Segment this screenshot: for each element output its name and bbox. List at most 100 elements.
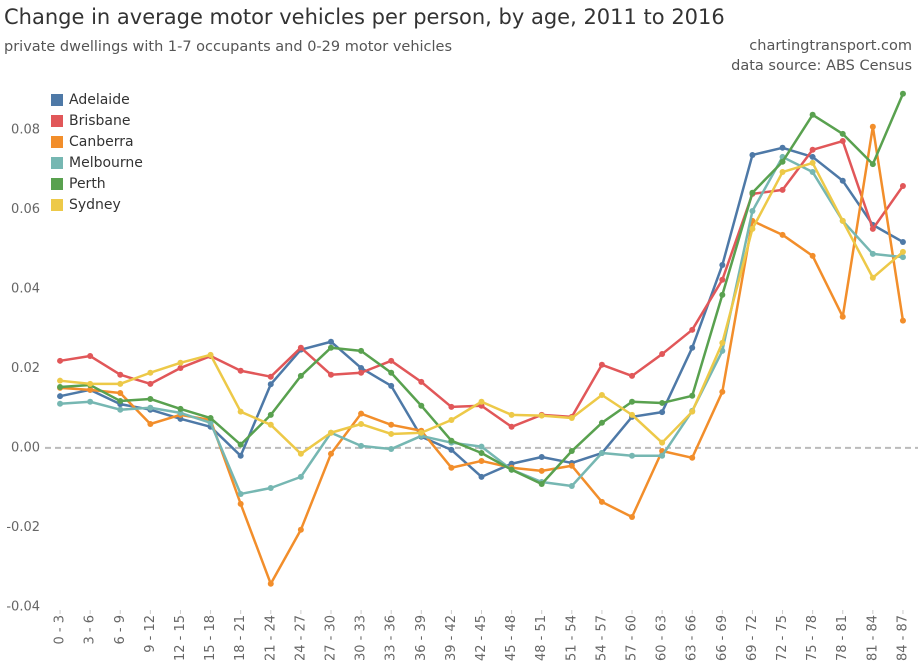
legend-label: Canberra: [69, 134, 134, 150]
data-point: [418, 378, 425, 385]
x-tick-label: 69 - 72: [745, 615, 760, 661]
data-point: [117, 406, 124, 413]
data-point: [719, 339, 726, 346]
data-point: [297, 372, 304, 379]
x-tick-label: 54 - 57: [594, 615, 609, 661]
data-point: [899, 238, 906, 245]
data-point: [57, 393, 64, 400]
data-point: [358, 442, 365, 449]
data-point: [869, 123, 876, 130]
series-line: [59, 155, 904, 496]
data-point: [147, 395, 154, 402]
data-point: [598, 498, 605, 505]
data-point: [568, 483, 575, 490]
data-point: [117, 390, 124, 397]
y-tick-label: 0.06: [11, 202, 40, 217]
data-point: [358, 347, 365, 354]
data-point: [839, 130, 846, 137]
x-tick-label: 72 - 75: [775, 615, 790, 661]
x-tick-label: 39 - 42: [444, 615, 459, 661]
legend-label: Brisbane: [69, 113, 131, 129]
data-point: [839, 313, 846, 320]
chart-subtitle: private dwellings with 1-7 occupants and…: [4, 39, 452, 55]
data-point: [779, 158, 786, 165]
annotation: data source: ABS Census: [731, 58, 912, 74]
data-point: [207, 415, 214, 422]
data-point: [267, 421, 274, 428]
data-point: [478, 450, 485, 457]
data-point: [267, 580, 274, 587]
legend-swatch: [51, 178, 63, 190]
data-point: [568, 448, 575, 455]
data-point: [177, 364, 184, 371]
x-tick-label: 51 - 54: [564, 615, 579, 661]
data-point: [448, 417, 455, 424]
data-point: [267, 484, 274, 491]
data-point: [869, 250, 876, 257]
x-tick-label: 75 - 78: [805, 615, 820, 661]
data-point: [327, 371, 334, 378]
data-point: [87, 386, 94, 393]
series-line: [59, 93, 905, 486]
data-point: [117, 397, 124, 404]
data-point: [237, 408, 244, 415]
x-tick-label: 78 - 81: [835, 615, 850, 661]
data-point: [779, 169, 786, 176]
data-point: [629, 372, 636, 379]
data-point: [689, 392, 696, 399]
data-point: [689, 344, 696, 351]
x-tick-label: 81 - 84: [865, 615, 880, 661]
data-point: [749, 207, 756, 214]
data-point: [87, 353, 94, 360]
data-point: [327, 450, 334, 457]
data-point: [568, 462, 575, 469]
data-point: [388, 430, 395, 437]
data-point: [418, 402, 425, 409]
legend-swatch: [51, 94, 63, 106]
data-point: [538, 467, 545, 474]
y-tick-label: 0.04: [11, 281, 40, 296]
x-tick-label: 15 - 18: [203, 615, 218, 661]
legend-label: Perth: [69, 176, 106, 192]
legend-label: Melbourne: [69, 155, 143, 171]
data-point: [629, 452, 636, 459]
data-point: [87, 380, 94, 387]
data-point: [57, 384, 64, 391]
data-point: [689, 454, 696, 461]
x-tick-label: 27 - 30: [323, 615, 338, 661]
data-point: [87, 398, 94, 405]
data-point: [478, 398, 485, 405]
data-point: [388, 421, 395, 428]
data-point: [689, 408, 696, 415]
legend-swatch: [51, 199, 63, 211]
data-point: [267, 411, 274, 418]
data-point: [297, 450, 304, 457]
data-point: [899, 317, 906, 324]
data-point: [147, 421, 154, 428]
data-point: [448, 446, 455, 453]
data-point: [809, 159, 816, 166]
data-point: [689, 326, 696, 333]
data-point: [869, 161, 876, 168]
x-tick-label: 12 - 15: [173, 615, 188, 661]
data-point: [358, 421, 365, 428]
data-point: [57, 357, 64, 364]
data-point: [629, 398, 636, 405]
x-tick-label: 21 - 24: [263, 615, 278, 661]
data-point: [598, 391, 605, 398]
data-point: [809, 169, 816, 176]
data-point: [147, 380, 154, 387]
x-tick-label: 0 - 3: [53, 615, 68, 645]
y-tick-label: 0.08: [11, 122, 40, 137]
y-tick-label: 0.00: [11, 440, 40, 455]
data-point: [207, 351, 214, 358]
data-point: [237, 500, 244, 507]
data-point: [388, 369, 395, 376]
data-point: [327, 429, 334, 436]
data-point: [388, 382, 395, 389]
data-point: [358, 364, 365, 371]
data-point: [659, 439, 666, 446]
y-tick-label: -0.04: [6, 599, 40, 614]
data-point: [327, 344, 334, 351]
data-point: [508, 423, 515, 430]
